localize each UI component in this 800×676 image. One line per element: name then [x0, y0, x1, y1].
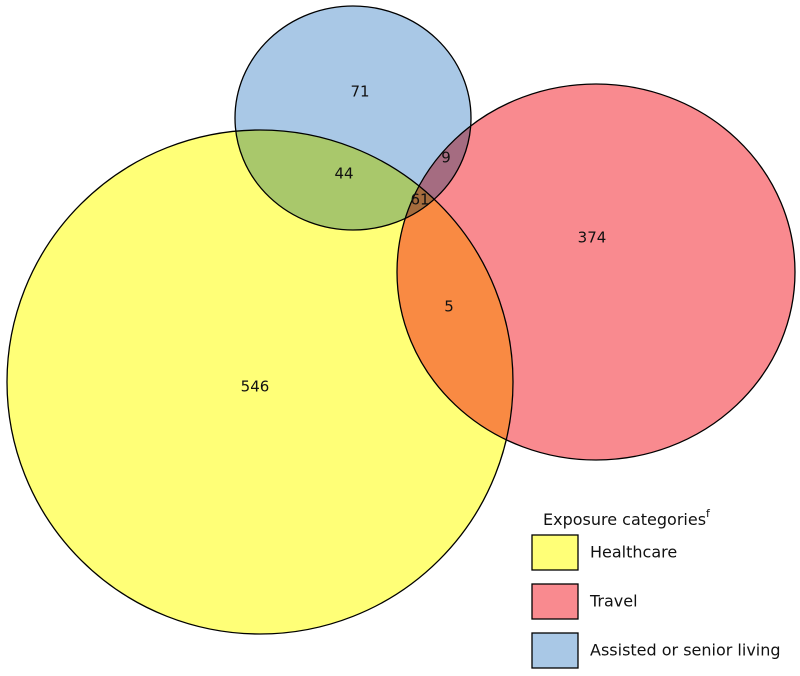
- legend-label: Assisted or senior living: [590, 641, 781, 660]
- legend-label: Travel: [589, 592, 638, 611]
- region-count: 374: [578, 229, 607, 247]
- set-outline: [234, 5, 472, 231]
- region-count: 61: [410, 191, 429, 209]
- legend-title-superscript: f: [706, 507, 711, 520]
- set-circle: [235, 6, 471, 230]
- region-count: 71: [350, 83, 369, 101]
- set-outline: [6, 129, 514, 635]
- legend: Exposure categoriesf Healthcare Travel Assi…: [531, 507, 781, 669]
- region-count: 9: [441, 149, 451, 167]
- legend-title: Exposure categoriesf: [543, 507, 711, 529]
- legend-swatch: [531, 583, 579, 620]
- region-count: 44: [334, 165, 353, 183]
- set-circle: [7, 130, 513, 634]
- legend-title-text: Exposure categories: [543, 510, 706, 529]
- region-count: 5: [444, 298, 454, 316]
- venn-sets: [7, 6, 795, 634]
- set-outline: [396, 83, 796, 461]
- legend-swatch: [531, 632, 579, 669]
- legend-swatch: [531, 534, 579, 571]
- set-circle: [397, 84, 795, 460]
- region-count: 546: [241, 378, 270, 396]
- legend-label: Healthcare: [590, 543, 677, 562]
